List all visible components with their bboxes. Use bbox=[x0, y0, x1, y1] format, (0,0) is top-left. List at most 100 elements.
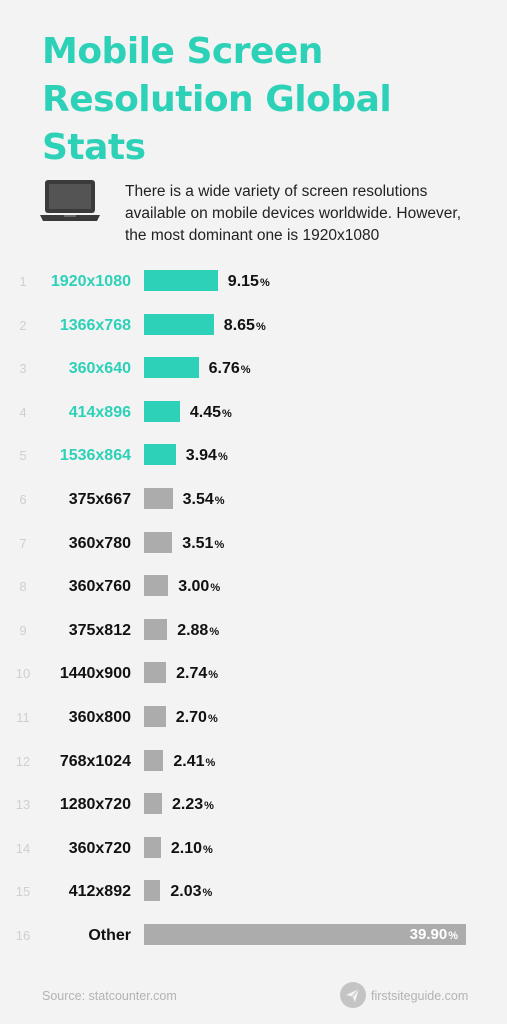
value-number: 3.94 bbox=[185, 447, 217, 464]
percent-sign: % bbox=[222, 408, 232, 420]
bar-row: 9 375x812 2.88% bbox=[0, 619, 507, 645]
bar bbox=[144, 837, 161, 858]
value-label: 3.54% bbox=[183, 491, 225, 509]
bar bbox=[144, 357, 199, 378]
percent-sign: % bbox=[240, 364, 251, 376]
source-text: Source: statcounter.com bbox=[42, 989, 177, 1003]
bar-row: 3 360x640 6.76% bbox=[0, 357, 507, 383]
bar-row: 6 375x667 3.54% bbox=[0, 488, 507, 514]
rank-number: 3 bbox=[19, 361, 27, 376]
category-label: 360x780 bbox=[68, 535, 131, 552]
bar-row: 1 1920x1080 9.15% bbox=[0, 270, 507, 296]
value-label: 2.70% bbox=[176, 709, 218, 727]
category-label: 360x800 bbox=[68, 709, 131, 726]
bar bbox=[144, 706, 166, 727]
bar-row: 4 414x896 4.45% bbox=[0, 401, 507, 427]
value-number: 3.51 bbox=[182, 535, 214, 552]
bar bbox=[144, 662, 167, 683]
bar bbox=[144, 532, 173, 553]
chart-title: Mobile Screen Resolution Global Stats bbox=[42, 31, 392, 168]
percent-sign: % bbox=[255, 321, 266, 333]
rank-number: 16 bbox=[15, 928, 31, 943]
bar bbox=[144, 619, 168, 640]
category-label: 360x720 bbox=[68, 840, 131, 857]
rank-number: 1 bbox=[19, 274, 27, 289]
category-label: 768x1024 bbox=[59, 753, 131, 770]
value-label: 2.23% bbox=[172, 796, 214, 814]
category-label: 1366x768 bbox=[59, 317, 131, 334]
category-label: Other bbox=[88, 927, 131, 944]
percent-sign: % bbox=[202, 887, 213, 899]
laptop-icon bbox=[40, 180, 100, 221]
bar bbox=[144, 488, 173, 509]
percent-sign: % bbox=[209, 626, 220, 638]
percent-sign: % bbox=[207, 713, 218, 725]
value-number: 9.15 bbox=[227, 273, 259, 290]
category-label: 360x640 bbox=[68, 360, 131, 377]
bar-row: 15 412x892 2.03% bbox=[0, 880, 507, 906]
category-label: 360x760 bbox=[68, 578, 131, 595]
value-number: 2.23 bbox=[172, 796, 204, 813]
percent-sign: % bbox=[205, 757, 216, 769]
rank-number: 11 bbox=[16, 710, 30, 725]
bar bbox=[144, 444, 176, 465]
category-label: 1536x864 bbox=[59, 447, 131, 464]
percent-sign: % bbox=[204, 800, 214, 812]
percent-sign: % bbox=[208, 669, 219, 681]
value-number: 3.54 bbox=[182, 491, 214, 508]
value-label: 3.51% bbox=[182, 535, 224, 553]
brand-name: firstsiteguide.com bbox=[371, 989, 469, 1003]
value-number: 2.88 bbox=[177, 622, 209, 639]
category-label: 375x812 bbox=[68, 622, 131, 639]
value-label: 2.03% bbox=[170, 883, 212, 901]
percent-sign: % bbox=[203, 844, 213, 856]
rank-number: 2 bbox=[19, 318, 27, 333]
value-label: 6.76% bbox=[209, 360, 251, 378]
category-label: 375x667 bbox=[68, 491, 131, 508]
value-number: 39.90 bbox=[409, 926, 448, 943]
category-label: 412x892 bbox=[68, 883, 131, 900]
value-label: 3.00% bbox=[178, 578, 220, 596]
rank-number: 10 bbox=[15, 666, 31, 681]
value-number: 2.03 bbox=[170, 883, 202, 900]
bar bbox=[144, 314, 214, 335]
bar-row: 2 1366x768 8.65% bbox=[0, 314, 507, 340]
value-label: 2.41% bbox=[173, 753, 215, 771]
value-label: 2.74% bbox=[176, 665, 218, 683]
category-label: 1920x1080 bbox=[50, 273, 131, 290]
bar bbox=[144, 880, 161, 901]
bar-row: 11 360x800 2.70% bbox=[0, 706, 507, 732]
value-number: 4.45 bbox=[189, 404, 222, 421]
percent-sign: % bbox=[448, 930, 458, 942]
value-number: 3.00 bbox=[178, 578, 210, 595]
bar bbox=[144, 401, 180, 422]
bar-row: 5 1536x864 3.94% bbox=[0, 444, 507, 470]
bar-row: 8 360x760 3.00% bbox=[0, 575, 507, 601]
rank-number: 8 bbox=[19, 579, 27, 594]
bar bbox=[144, 575, 169, 596]
bar: 39.90% bbox=[144, 924, 466, 945]
percent-sign: % bbox=[214, 539, 225, 551]
rank-number: 6 bbox=[19, 492, 27, 507]
bar-row: 13 1280x720 2.23% bbox=[0, 793, 507, 819]
bar-row: 16 Other 39.90% bbox=[0, 924, 507, 950]
category-label: 1280x720 bbox=[59, 796, 131, 813]
value-label: 2.88% bbox=[177, 622, 219, 640]
value-label: 2.10% bbox=[171, 840, 213, 858]
percent-sign: % bbox=[214, 495, 225, 507]
rank-number: 7 bbox=[19, 536, 27, 551]
bar-row: 10 1440x900 2.74% bbox=[0, 662, 507, 688]
bar bbox=[144, 793, 162, 814]
rank-number: 13 bbox=[15, 797, 31, 812]
percent-sign: % bbox=[259, 277, 270, 289]
category-label: 414x896 bbox=[68, 404, 131, 421]
value-label: 4.45% bbox=[190, 404, 232, 422]
value-number: 2.70 bbox=[175, 709, 207, 726]
value-label: 3.94% bbox=[186, 447, 228, 465]
rank-number: 15 bbox=[15, 884, 31, 899]
bar bbox=[144, 270, 218, 291]
percent-sign: % bbox=[217, 451, 228, 463]
category-label: 1440x900 bbox=[59, 665, 131, 682]
bar bbox=[144, 750, 164, 771]
value-label: 39.90% bbox=[410, 926, 458, 943]
